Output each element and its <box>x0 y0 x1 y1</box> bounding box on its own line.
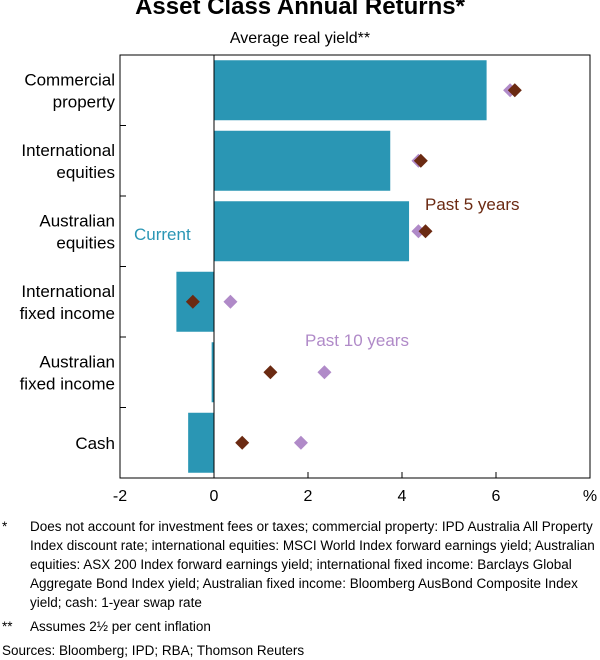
category-label: International <box>21 141 115 160</box>
series-label-past-10-years: Past 10 years <box>305 331 409 350</box>
footnote-2-text: Assumes 2½ per cent inflation <box>30 619 211 634</box>
category-label: equities <box>56 163 115 182</box>
category-label: property <box>53 92 116 111</box>
point-past-10-years <box>223 294 238 309</box>
category-label: fixed income <box>20 304 115 323</box>
chart-title: Asset Class Annual Returns* <box>135 0 465 20</box>
point-past-5-years <box>418 224 433 239</box>
footnote-1-text: Does not account for investment fees or … <box>30 519 595 610</box>
point-past-5-years <box>507 83 522 98</box>
category-label: International <box>21 282 115 301</box>
category-label: Australian <box>39 352 115 371</box>
chart-subtitle: Average real yield** <box>229 30 371 47</box>
x-tick-label: 2 <box>304 488 313 505</box>
sources-note: Sources: Bloomberg; IPD; RBA; Thomson Re… <box>2 643 305 658</box>
series-label-current: Current <box>134 225 191 244</box>
category-label: Australian <box>39 211 115 230</box>
point-past-10-years <box>317 365 332 380</box>
point-past-5-years <box>235 435 250 450</box>
bar-current <box>214 130 391 191</box>
x-tick-label: 0 <box>210 488 219 505</box>
bar-current <box>214 60 487 121</box>
point-past-5-years <box>263 365 278 380</box>
point-past-5-years <box>185 294 200 309</box>
category-label: equities <box>56 233 115 252</box>
series-label-past-5-years: Past 5 years <box>425 195 520 214</box>
category-label: fixed income <box>20 374 115 393</box>
category-label: Cash <box>75 434 115 453</box>
footnote-2-mark: ** <box>2 619 13 634</box>
bar-current <box>211 342 214 403</box>
x-unit-label: % <box>583 488 597 505</box>
x-tick-label: -2 <box>113 488 127 505</box>
x-tick-label: 4 <box>398 488 407 505</box>
bar-current <box>214 201 410 262</box>
category-label: Commercial <box>24 70 115 89</box>
footnote-1-mark: * <box>2 519 8 534</box>
x-tick-label: 6 <box>492 488 501 505</box>
bar-current <box>188 412 214 473</box>
point-past-10-years <box>293 435 308 450</box>
point-past-5-years <box>413 153 428 168</box>
chart-area: -2 0 2 4 6 % Commercial property International eq… <box>20 54 597 505</box>
point-past-10-years <box>411 224 426 239</box>
